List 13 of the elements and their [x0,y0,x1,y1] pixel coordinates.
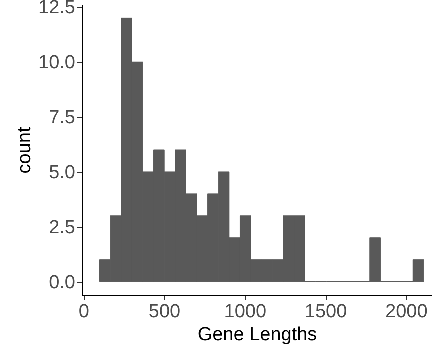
x-tick-label: 2000 [386,302,428,322]
y-tick-label: 7.5 [49,108,76,129]
y-tick-label: 5.0 [49,162,76,184]
x-tick-label: 500 [148,302,181,322]
x-tick-label: 1000 [224,302,267,322]
x-tick-label: 1500 [304,302,348,322]
x-tick-label: 0 [78,302,90,322]
y-tick-label: 2.5 [49,217,76,238]
y-axis-title: count [14,126,36,174]
x-axis-title: Gene Lengths [198,324,318,346]
y-tick-label: 12.5 [38,0,76,19]
y-tick-label: 0.0 [49,272,76,294]
y-tick-label: 10.0 [38,52,76,74]
